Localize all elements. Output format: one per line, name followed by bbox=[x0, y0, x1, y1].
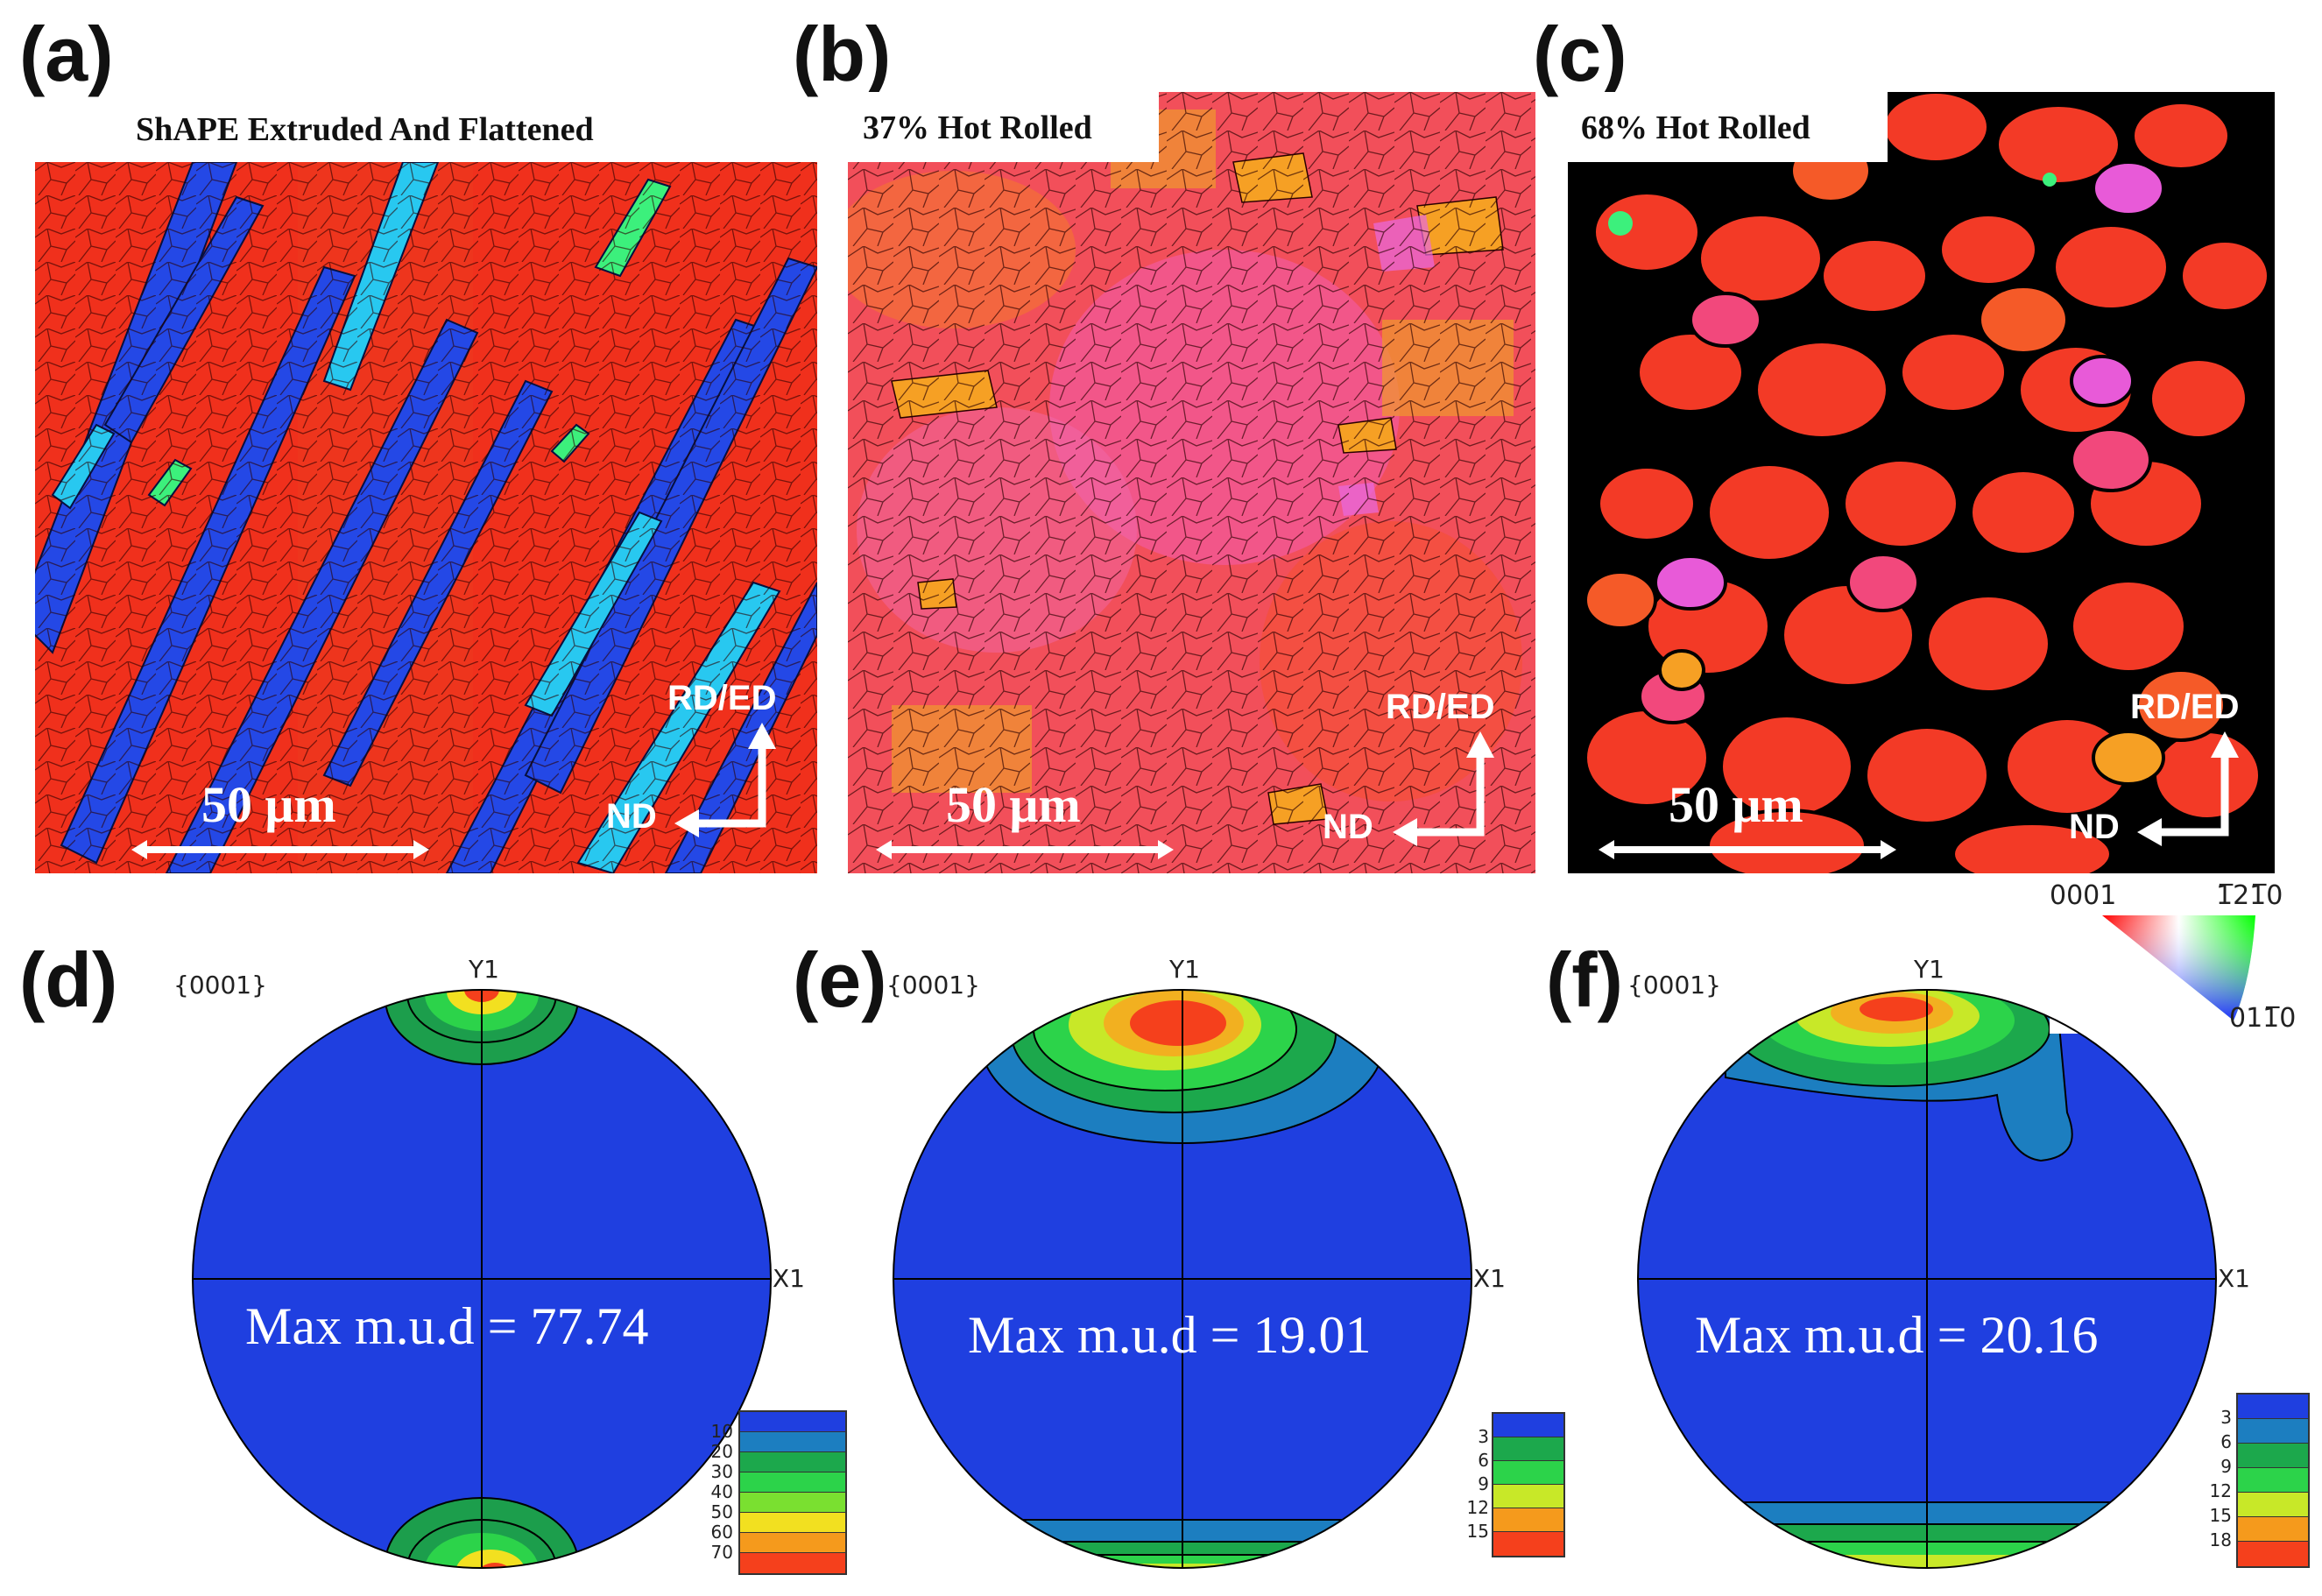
legend-f-5: 18 bbox=[2209, 1529, 2232, 1550]
legend-d-6: 70 bbox=[710, 1542, 733, 1563]
legend-e-2: 9 bbox=[1478, 1473, 1489, 1494]
scale-bar-b bbox=[876, 840, 1174, 859]
ipf-label-1210: 1̅21̅0 bbox=[2216, 880, 2283, 911]
mud-label-f: Max m.u.d = 20.16 bbox=[1695, 1306, 2099, 1364]
mud-label-e: Max m.u.d = 19.01 bbox=[968, 1306, 1372, 1364]
legend-e-0: 3 bbox=[1478, 1426, 1489, 1447]
nd-label-b: ND bbox=[1323, 808, 1373, 846]
ebsd-b-graphic bbox=[848, 92, 1535, 873]
ebsd-map-b bbox=[848, 92, 1535, 873]
y-axis-label-e: Y1 bbox=[1169, 955, 1200, 984]
panel-title-a-box: ShAPE Extruded And Flattened bbox=[127, 105, 603, 154]
ipf-label-0001: 0001 bbox=[2050, 880, 2117, 911]
legend-d-5: 60 bbox=[710, 1522, 733, 1543]
scale-label-c: 50 μm bbox=[1669, 776, 1803, 833]
legend-d-0: 10 bbox=[710, 1421, 733, 1442]
rd-label-a: RD/ED bbox=[667, 679, 777, 717]
pole-figure-f bbox=[1637, 981, 2225, 1569]
legend-d bbox=[738, 1410, 847, 1575]
legend-f-4: 15 bbox=[2209, 1505, 2232, 1526]
direction-arrows-c bbox=[2137, 731, 2239, 846]
nd-label-c: ND bbox=[2069, 808, 2120, 846]
direction-arrows-a bbox=[674, 723, 776, 837]
pole-figure-e bbox=[893, 989, 1472, 1569]
ebsd-map-a: ShAPE Extruded And Flattened bbox=[35, 162, 817, 873]
mud-label-d: Max m.u.d = 77.74 bbox=[245, 1297, 649, 1355]
legend-d-3: 40 bbox=[710, 1481, 733, 1502]
y-axis-label-f: Y1 bbox=[1914, 955, 1944, 984]
ebsd-a-graphic bbox=[35, 162, 817, 873]
direction-arrows-b bbox=[1393, 731, 1494, 846]
scale-label-b: 50 μm bbox=[946, 776, 1081, 833]
legend-d-2: 30 bbox=[710, 1461, 733, 1482]
panel-label-c: (c) bbox=[1533, 11, 1627, 97]
plane-label-f: {0001} bbox=[1627, 971, 1721, 999]
legend-f-1: 6 bbox=[2220, 1431, 2232, 1452]
panel-title-b: 37% Hot Rolled bbox=[854, 103, 1101, 152]
ebsd-c-graphic bbox=[1568, 92, 2275, 873]
scale-bar-a bbox=[131, 840, 429, 859]
legend-e-3: 12 bbox=[1466, 1497, 1489, 1518]
legend-e-4: 15 bbox=[1466, 1521, 1489, 1542]
panel-title-c: 68% Hot Rolled bbox=[1572, 103, 1819, 152]
ebsd-map-c bbox=[1568, 92, 2275, 873]
ipf-color-key bbox=[2102, 915, 2255, 1020]
y-axis-label-d: Y1 bbox=[469, 955, 499, 984]
panel-label-d: (d) bbox=[19, 936, 118, 1023]
x-axis-label-e: X1 bbox=[1473, 1264, 1506, 1293]
legend-f-0: 3 bbox=[2220, 1407, 2232, 1428]
x-axis-label-d: X1 bbox=[773, 1264, 805, 1293]
panel-label-b: (b) bbox=[793, 11, 892, 97]
scale-label-a: 50 μm bbox=[201, 776, 336, 833]
plane-label-e: {0001} bbox=[886, 971, 980, 999]
panel-label-e: (e) bbox=[793, 936, 887, 1023]
legend-f bbox=[2236, 1393, 2310, 1568]
ipf-label-0110: 011̅0 bbox=[2229, 1003, 2297, 1034]
scale-bar-c bbox=[1599, 840, 1896, 859]
plane-label-d: {0001} bbox=[173, 971, 267, 999]
legend-d-1: 20 bbox=[710, 1441, 733, 1462]
rd-label-b: RD/ED bbox=[1386, 688, 1495, 726]
panel-label-f: (f) bbox=[1546, 936, 1623, 1023]
legend-d-4: 50 bbox=[710, 1501, 733, 1522]
pole-figure-d bbox=[192, 989, 772, 1569]
rd-label-c: RD/ED bbox=[2130, 688, 2240, 726]
legend-f-2: 9 bbox=[2220, 1456, 2232, 1477]
nd-label-a: ND bbox=[606, 797, 657, 836]
legend-e bbox=[1492, 1412, 1565, 1557]
legend-e-1: 6 bbox=[1478, 1450, 1489, 1471]
x-axis-label-f: X1 bbox=[2218, 1264, 2250, 1293]
legend-f-3: 12 bbox=[2209, 1480, 2232, 1501]
panel-label-a: (a) bbox=[19, 11, 114, 97]
